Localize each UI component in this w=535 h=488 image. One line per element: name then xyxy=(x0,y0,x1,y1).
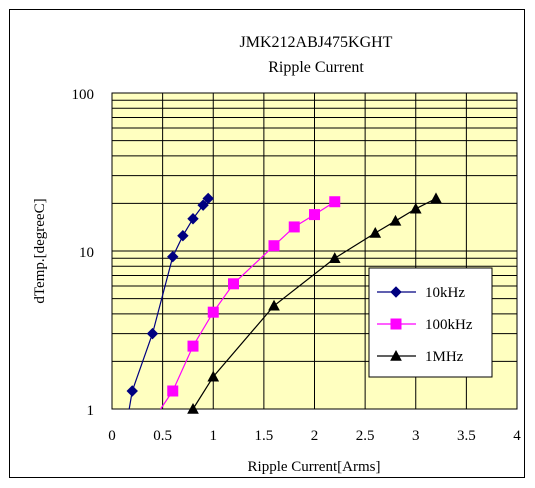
data-point-100khz xyxy=(288,221,300,233)
data-point-10khz xyxy=(197,199,209,211)
data-point-1mhz xyxy=(389,214,402,226)
data-point-100khz xyxy=(309,209,320,221)
data-point-100khz xyxy=(228,278,239,290)
y-tick-label: 1 xyxy=(87,403,95,419)
x-tick-label: 1.5 xyxy=(255,428,274,444)
tick-labels: 0 0.5 1 1.5 2 2.5 3 3.5 4 1 10 100 xyxy=(72,87,522,444)
y-axis-label: dTemp.[degreeC] xyxy=(32,198,48,303)
data-point-10khz xyxy=(126,385,138,397)
data-point-1mhz xyxy=(187,402,199,414)
chart-subtitle: Ripple Current xyxy=(268,59,364,76)
x-tick-label: 0.5 xyxy=(153,428,172,444)
x-tick-label: 3.5 xyxy=(457,428,476,444)
legend-marker-10khz xyxy=(390,286,402,298)
data-point-100khz xyxy=(187,340,199,352)
x-tick-label: 0 xyxy=(108,428,116,444)
chart-title: JMK212ABJ475KGHT xyxy=(240,34,393,51)
data-point-1mhz xyxy=(409,202,422,214)
data-point-10khz xyxy=(187,213,199,225)
legend-marker-1mhz xyxy=(390,349,402,361)
data-point-1mhz xyxy=(328,252,341,263)
legend-label-10khz: 10kHz xyxy=(425,285,465,301)
data-point-10khz xyxy=(146,327,159,340)
data-point-10khz xyxy=(177,229,189,242)
data-point-10khz xyxy=(167,251,179,263)
data-point-100khz xyxy=(167,385,179,397)
legend-marker-100khz xyxy=(390,318,402,330)
legend: 10kHz 100kHz 1MHz xyxy=(368,267,493,378)
y-tick-label: 10 xyxy=(79,245,94,261)
x-tick-label: 3 xyxy=(412,428,420,444)
data-point-100khz xyxy=(329,196,341,208)
x-tick-label: 1 xyxy=(210,428,218,444)
data-point-1mhz xyxy=(430,192,442,204)
legend-label-1mhz: 1MHz xyxy=(425,349,464,365)
data-point-1mhz xyxy=(369,226,382,238)
data-point-1mhz xyxy=(268,299,280,311)
x-tick-label: 2.5 xyxy=(356,428,375,444)
x-tick-label: 4 xyxy=(513,428,521,444)
data-point-10khz xyxy=(202,192,214,205)
legend-box xyxy=(368,267,493,378)
legend-label-100khz: 100kHz xyxy=(425,317,473,333)
y-tick-label: 100 xyxy=(72,87,95,103)
data-point-100khz xyxy=(268,240,280,252)
series-10khz xyxy=(126,192,214,410)
x-axis-label: Ripple Current[Arms] xyxy=(248,459,381,475)
x-tick-label: 2 xyxy=(311,428,319,444)
data-point-1mhz xyxy=(207,370,220,382)
series-100khz xyxy=(160,196,341,410)
series-1mhz xyxy=(187,192,442,414)
data-point-100khz xyxy=(207,306,219,318)
series-group xyxy=(126,192,442,414)
